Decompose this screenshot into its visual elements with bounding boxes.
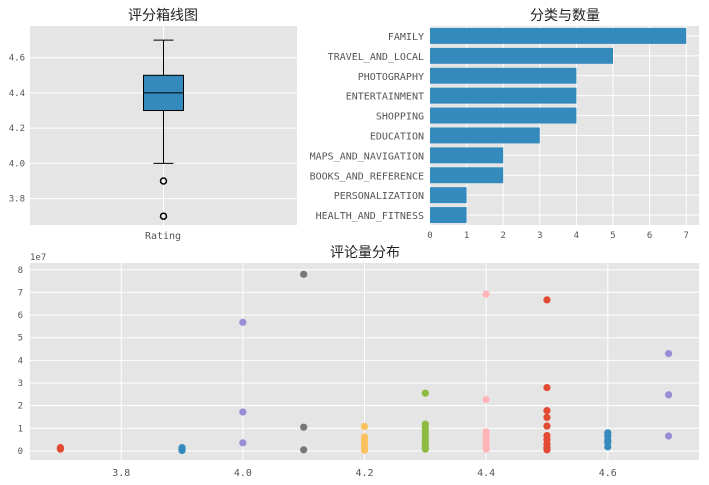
scatter-point — [239, 318, 247, 326]
scatter-point — [421, 445, 429, 453]
boxplot-outlier-point — [159, 212, 168, 220]
scatter-title: 评论量分布 — [330, 245, 400, 261]
scatter-point — [543, 422, 551, 430]
scatter-y-tick-label: 6 — [18, 311, 23, 321]
scatter-point — [664, 349, 673, 358]
scatter-x-tick-label: 4.4 — [477, 468, 495, 479]
scatter-y-tick-label: 8 — [18, 266, 23, 276]
bar-category-label: HEALTH_AND_FITNESS — [316, 211, 424, 222]
boxplot-y-tick-label: 4.4 — [9, 89, 25, 99]
bar-education — [430, 127, 540, 144]
bar-x-tick-label: 0 — [427, 231, 432, 241]
bar-category-label: BOOKS_AND_REFERENCE — [310, 171, 424, 182]
bar-family — [430, 27, 687, 44]
scatter-point — [543, 413, 551, 422]
scatter-point — [239, 408, 247, 416]
scatter-y-tick-label: 2 — [18, 402, 23, 412]
scatter-point — [300, 446, 308, 454]
scatter-y-tick-label: 5 — [18, 334, 23, 344]
scatter-y-tick-label: 7 — [18, 288, 23, 298]
scatter-x-tick-label: 4.2 — [355, 468, 373, 479]
scatter-point — [178, 446, 186, 455]
bar-marks — [430, 27, 687, 224]
scatter-point — [360, 446, 369, 454]
bar-x-tick-label: 5 — [610, 231, 615, 241]
boxplot-y-tick-label: 3.8 — [9, 195, 25, 205]
scatter-point — [300, 270, 308, 278]
bar-category-label: MAPS_AND_NAVIGATION — [310, 151, 424, 162]
boxplot-title: 评分箱线图 — [128, 8, 198, 24]
boxplot-marks — [143, 39, 184, 220]
scatter-point — [482, 395, 490, 404]
scatter-point — [543, 383, 551, 392]
scatter-point — [664, 391, 673, 399]
bar-category-label: EDUCATION — [370, 131, 424, 142]
scatter-point — [543, 407, 551, 415]
scatter-y-tick-label: 3 — [18, 379, 23, 389]
bar-category-ticks: FAMILY TRAVEL_AND_LOCAL PHOTOGRAPHY ENTERTA… — [310, 32, 424, 222]
bar-x-tick-label: 4 — [574, 231, 579, 241]
scatter-point — [360, 422, 369, 431]
bar-x-tick-label: 6 — [647, 231, 652, 241]
scatter-point — [300, 423, 308, 431]
bar-maps-and-navigation — [430, 147, 504, 164]
bar-category-label: PERSONALIZATION — [334, 191, 424, 202]
scatter-point — [56, 445, 65, 453]
boxplot-y-tick-label: 4.0 — [9, 159, 25, 169]
bar-panel: 分类与数量 FAMILY TRAVEL_AND_LOCAL PHOTOGRAPHY E… — [310, 8, 699, 241]
bar-x-ticks: 0 1 2 3 4 5 6 7 — [427, 231, 689, 241]
scatter-panel: 评论量分布 1e7 0 1 2 3 4 5 6 7 8 3.8 4.0 4.2 4.4 4.6 — [18, 245, 699, 479]
bar-category-label: TRAVEL_AND_LOCAL — [328, 52, 424, 63]
bar-entertainment — [430, 87, 577, 104]
bar-x-tick-label: 7 — [683, 231, 688, 241]
bar-category-label: ENTERTAINMENT — [346, 92, 424, 103]
bar-travel-and-local — [430, 47, 613, 64]
bar-shopping — [430, 107, 577, 124]
boxplot-outlier-point — [159, 177, 168, 185]
bar-x-tick-label: 3 — [537, 231, 542, 241]
scatter-y-tick-label: 0 — [18, 447, 23, 457]
bar-health-and-fitness — [430, 207, 467, 224]
scatter-point — [421, 389, 429, 397]
boxplot-category-label: Rating — [145, 231, 181, 242]
bar-category-label: PHOTOGRAPHY — [358, 72, 424, 83]
scatter-y-ticks: 0 1 2 3 4 5 6 7 8 — [18, 266, 23, 457]
scatter-point — [543, 296, 551, 304]
scatter-point — [543, 446, 551, 454]
bar-category-label: SHOPPING — [376, 112, 424, 123]
scatter-offset-label: 1e7 — [30, 253, 46, 263]
scatter-marks — [56, 270, 673, 455]
bar-photography — [430, 67, 577, 84]
bar-category-label: FAMILY — [388, 32, 424, 43]
scatter-y-tick-label: 4 — [18, 356, 23, 366]
scatter-point — [664, 432, 673, 440]
scatter-x-tick-label: 4.6 — [599, 468, 617, 479]
bar-x-tick-label: 2 — [500, 231, 505, 241]
scatter-x-tick-label: 3.8 — [112, 468, 130, 479]
scatter-point — [482, 445, 490, 453]
bar-personalization — [430, 187, 467, 204]
scatter-point — [604, 443, 612, 451]
scatter-x-tick-label: 4.0 — [234, 468, 252, 479]
scatter-point — [239, 439, 247, 447]
bar-x-tick-label: 1 — [464, 231, 469, 241]
scatter-point — [482, 290, 490, 298]
bar-title: 分类与数量 — [530, 8, 600, 24]
boxplot-y-tick-label: 4.2 — [9, 124, 25, 134]
boxplot-y-tick-label: 4.6 — [9, 54, 25, 64]
bar-books-and-reference — [430, 167, 504, 184]
boxplot-y-ticks: 3.8 4.0 4.2 4.4 4.6 — [9, 54, 25, 205]
boxplot-panel: 评分箱线图 3.8 4.0 4.2 4.4 4.6 Rating — [9, 8, 297, 242]
scatter-x-ticks: 3.8 4.0 4.2 4.4 4.6 — [112, 468, 617, 479]
scatter-y-tick-label: 1 — [18, 424, 23, 434]
